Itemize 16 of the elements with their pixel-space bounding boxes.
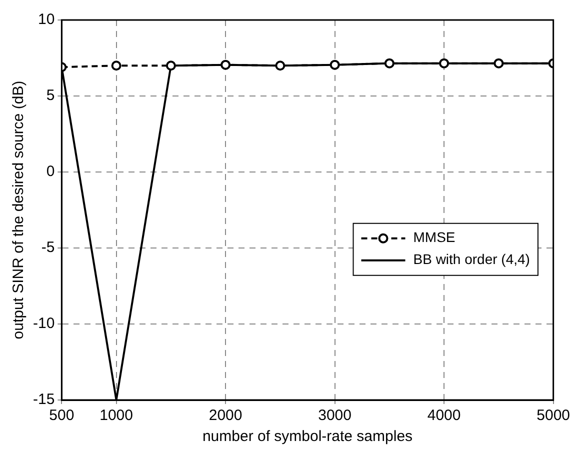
y-tick-label: -5 <box>41 239 55 256</box>
y-axis-title: output SINR of the desired source (dB) <box>10 80 28 340</box>
x-axis-title: number of symbol-rate samples <box>202 428 413 446</box>
x-tick-label: 500 <box>49 407 74 424</box>
x-tick-label: 2000 <box>208 407 242 424</box>
y-tick-label: -15 <box>32 391 55 408</box>
x-tick-label: 3000 <box>318 407 352 424</box>
legend-label: MMSE <box>413 229 456 246</box>
legend-label: BB with order (4,4) <box>413 251 530 268</box>
x-tick-label: 4000 <box>427 407 461 424</box>
y-tick-label: 5 <box>46 87 55 104</box>
y-tick-label: 10 <box>38 11 55 28</box>
x-tick-label: 1000 <box>100 407 133 424</box>
y-tick-label: -10 <box>32 315 55 332</box>
y-tick-label: 0 <box>46 163 55 180</box>
x-tick-label: 5000 <box>536 407 570 424</box>
